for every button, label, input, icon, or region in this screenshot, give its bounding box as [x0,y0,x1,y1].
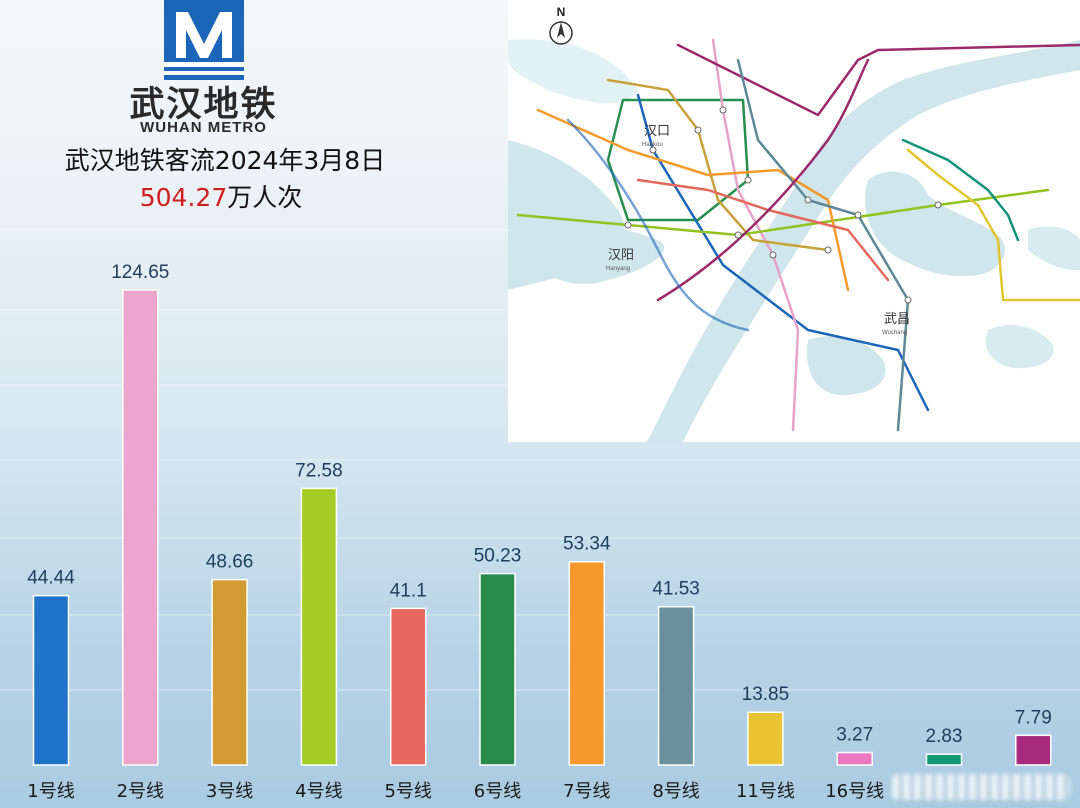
district-wuchang: 武昌 [884,312,910,327]
bar-value-label: 48.66 [206,552,254,573]
bar-1 [32,594,70,766]
district-hankou-pinyin: Hankou [642,142,663,148]
bar-value-label: 7.79 [1015,707,1052,728]
bar-9 [747,711,784,766]
blurred-watermark [892,774,1070,800]
bar-value-label: 53.34 [563,534,611,555]
north-arrow-icon: N [549,5,573,45]
bar-3 [211,578,248,766]
north-label: N [557,5,566,19]
total-ridership: 504.27万人次 [0,180,442,216]
category-label: 1号线 [27,781,74,802]
bar-2 [122,289,159,766]
bar-10 [836,751,873,766]
category-label: 3号线 [206,781,253,802]
metro-m-icon [164,0,244,80]
category-label: 4号线 [295,781,342,802]
bar-value-label: 72.58 [295,460,343,481]
chart-title: 武汉地铁客流2024年3月8日 [64,146,386,175]
category-label: 2号线 [117,781,164,802]
logo-chinese-name: 武汉地铁 [129,85,278,125]
bar-7 [568,560,606,766]
category-label: 11号线 [736,781,795,802]
bar-value-label: 50.23 [474,546,522,567]
bar-value-label: 2.83 [926,726,963,747]
bar-value-label: 3.27 [836,725,873,746]
bar-4 [300,487,338,766]
district-hanyang: 汉阳 [608,248,634,263]
district-wuchang-pinyin: Wuchang [882,330,907,336]
bar-value-label: 41.1 [390,580,427,601]
category-label: 16号线 [825,781,884,802]
category-label: 6号线 [474,781,521,802]
bar-8 [657,605,695,766]
bar-5 [389,607,427,766]
district-hankou: 汉口 [644,124,670,139]
metro-map: N 汉口 Hankou 汉阳 Hanyang 武昌 Wuchang [508,0,1080,442]
bar-value-label: 13.85 [742,684,790,705]
category-label: 8号线 [652,781,699,802]
bar-6 [479,572,516,766]
bar-value-label: 41.53 [652,579,700,600]
bar-12 [1015,734,1052,766]
bar-value-label: 124.65 [111,262,169,283]
total-unit: 万人次 [227,183,303,212]
category-label: 7号线 [563,781,610,802]
category-label: 5号线 [384,781,431,802]
bar-value-label: 44.44 [27,568,75,589]
total-value: 504.27 [139,183,228,212]
district-hanyang-pinyin: Hanyang [606,266,630,272]
wuhan-metro-logo: 武汉地铁 WUHAN METRO [116,0,291,140]
logo-english-name: WUHAN METRO [140,119,267,136]
bar-11 [925,753,963,766]
